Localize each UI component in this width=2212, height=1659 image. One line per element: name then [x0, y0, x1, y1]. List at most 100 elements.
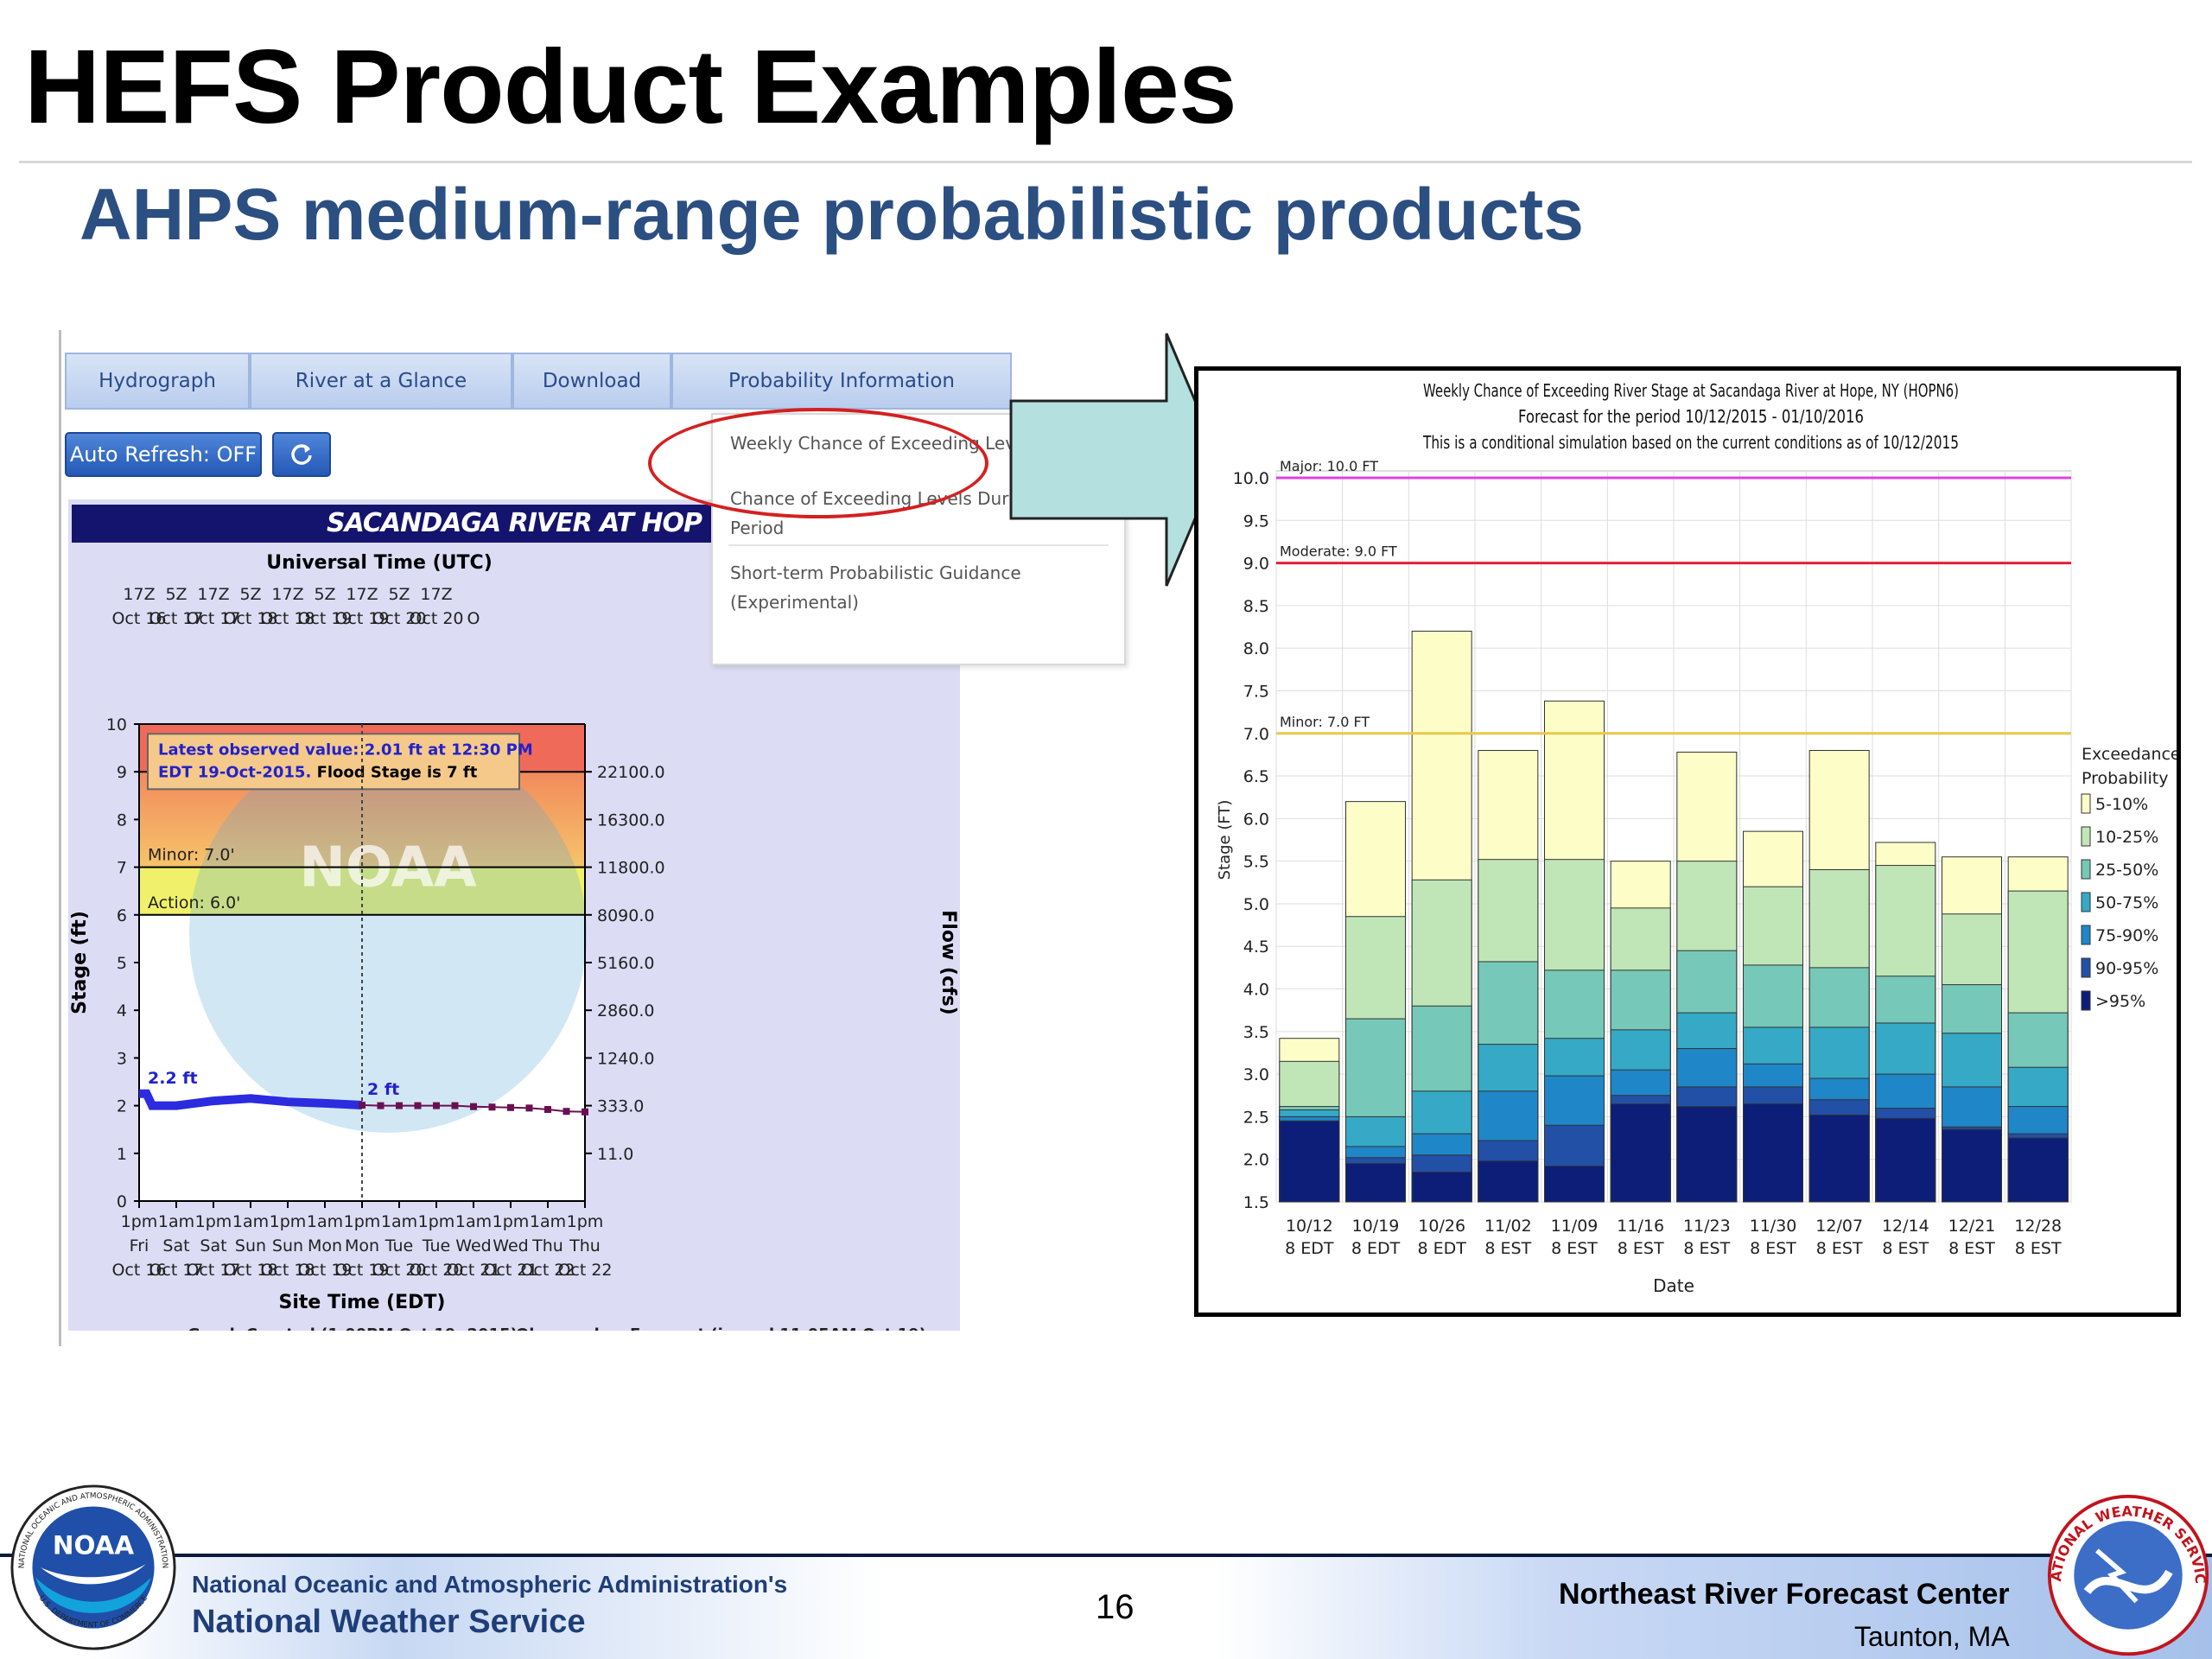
legend-label: 10-25% [2095, 828, 2158, 847]
page-number: 16 [1096, 1588, 1135, 1626]
bottom-axis-title: Site Time (EDT) [279, 1292, 446, 1313]
x-tick-date: 11/16 [1617, 1217, 1664, 1236]
x-tick-weekday: Tue [422, 1236, 450, 1255]
tab-hydrograph[interactable]: Hydrograph [65, 353, 250, 410]
x-tick-zone: 8 EDT [1351, 1239, 1401, 1258]
top-tick-time: 17Z [197, 585, 229, 604]
x-tick-date: Oct 20 [409, 1261, 463, 1280]
footer-center-name: Northeast River Forecast Center [1559, 1578, 2010, 1611]
top-tick-date: Oct 18 [260, 609, 315, 628]
x-tick-time: 1am [307, 1212, 343, 1231]
top-tick-date: Oct 20 [409, 609, 463, 628]
x-tick-zone: 8 EDT [1417, 1239, 1466, 1258]
latest-observed-text-2: EDT 19-Oct-2015. Flood Stage is 7 ft [158, 763, 478, 781]
x-tick-time: 1am [455, 1212, 492, 1231]
bar-segment [1345, 1163, 1406, 1203]
legend-swatch [2081, 925, 2091, 945]
y-tick-label: 3.0 [1243, 1065, 1269, 1084]
top-axis-title: Universal Time (UTC) [266, 552, 493, 574]
exceedance-chart: Weekly Chance of Exceeding River Stage a… [1216, 380, 2177, 1296]
bar-segment [2007, 1137, 2069, 1203]
title-divider [19, 161, 2192, 163]
chart-title: Forecast for the period 10/12/2015 - 01/… [1518, 406, 1864, 427]
x-tick-weekday: Fri [130, 1236, 149, 1255]
x-tick-zone: 8 EST [1551, 1239, 1598, 1258]
y-tick-label: 4.5 [1243, 938, 1269, 957]
noaa-logo-text: NOAA [53, 1530, 135, 1560]
y-tick-label: 6.0 [1243, 810, 1269, 829]
y-tick-label: 0 [117, 1192, 127, 1211]
legend-label: 25-50% [2095, 861, 2158, 880]
flow-tick-label: 11.0 [597, 1145, 633, 1164]
y-tick-label: 2.5 [1243, 1108, 1269, 1127]
x-tick-date: 12/14 [1882, 1217, 1929, 1236]
bar-segment [1875, 1117, 1936, 1203]
slide-subtitle: AHPS medium-range probabilistic products [79, 174, 1584, 255]
bar-segment [1544, 1166, 1605, 1203]
latest-observed-text: Latest observed value: 2.01 ft at 12:30 … [158, 741, 533, 759]
top-tick-time: 5Z [239, 585, 261, 604]
x-tick-time: 1pm [195, 1212, 232, 1231]
legend-label: 90-95% [2095, 959, 2158, 978]
x-tick-time: 1pm [344, 1212, 381, 1231]
tab-probability-information[interactable]: Probability Information [671, 353, 1012, 410]
legend-swatch [2081, 990, 2091, 1011]
top-tick-time: 5Z [314, 585, 335, 604]
noaa-logo: NOAA NATIONAL OCEANIC AND ATMOSPHERIC AD… [10, 1484, 176, 1650]
top-tick-date: Oct 19 [334, 609, 389, 628]
x-tick-zone: 8 EST [1618, 1239, 1664, 1258]
forecast-point [433, 1102, 440, 1109]
legend-title: Probability [2082, 769, 2168, 788]
slide-title: HEFS Product Examples [24, 28, 1237, 145]
x-tick-date: 11/23 [1683, 1217, 1731, 1236]
forecast-point [359, 1102, 365, 1109]
flow-tick-label: 2860.0 [597, 1001, 654, 1020]
chart-title: Weekly Chance of Exceeding River Stage a… [1423, 380, 1959, 401]
noaa-watermark-text: NOAA [299, 836, 477, 900]
current-stage-label: 2 ft [367, 1080, 399, 1099]
chart-title: This is a conditional simulation based o… [1422, 432, 1959, 453]
x-tick-date: 11/09 [1551, 1217, 1599, 1236]
x-tick-date: 12/21 [1948, 1217, 1996, 1236]
y-tick-label: 8.5 [1243, 597, 1269, 616]
x-tick-time: 1pm [418, 1212, 455, 1231]
x-tick-weekday: Sat [162, 1236, 189, 1255]
x-tick-weekday: Wed [493, 1236, 528, 1255]
x-tick-date: 12/07 [1815, 1217, 1863, 1236]
forecast-point [451, 1102, 459, 1109]
top-tick-date: Oct 17 [186, 609, 240, 628]
top-tick-time: 17Z [271, 585, 303, 604]
x-tick-zone: 8 EST [1683, 1239, 1730, 1258]
bar-segment [1478, 1160, 1539, 1203]
x-tick-time: 1am [232, 1212, 269, 1231]
forecast-point [414, 1102, 422, 1109]
y-tick-label: 4 [117, 1001, 127, 1020]
x-tick-zone: 8 EDT [1285, 1239, 1334, 1258]
legend-swatch [2081, 957, 2091, 978]
y-tick-label: 9.0 [1243, 555, 1269, 574]
start-stage-label: 2.2 ft [148, 1069, 198, 1088]
legend-swatch [2081, 892, 2091, 912]
highlight-circle [648, 408, 988, 518]
flow-tick-label: 5160.0 [597, 954, 654, 973]
y-axis-title: Stage (FT) [1216, 800, 1234, 880]
auto-refresh-button[interactable]: Auto Refresh: OFF [65, 432, 262, 477]
x-tick-time: 1am [530, 1212, 566, 1231]
footer-band [0, 1557, 2212, 1659]
y-tick-label: 3.5 [1243, 1023, 1269, 1042]
menu-item-short-term[interactable]: Short-term Probabilistic Guidance (Exper… [730, 563, 1021, 613]
y-tick-label: 2.0 [1243, 1151, 1269, 1170]
x-tick-date: 12/28 [2014, 1217, 2062, 1236]
tab-download[interactable]: Download [512, 353, 671, 410]
top-tick-date: Oct 18 [223, 609, 277, 628]
x-tick-weekday: Wed [455, 1236, 491, 1255]
tab-river-at-a-glance[interactable]: River at a Glance [250, 353, 512, 410]
y-tick-label: 8.0 [1243, 639, 1269, 658]
x-tick-date: Oct 17 [186, 1261, 240, 1280]
refresh-button[interactable] [272, 432, 331, 477]
forecast-point [544, 1106, 551, 1114]
y2-axis-title: Flow (cfs) [938, 910, 959, 1014]
x-tick-zone: 8 EST [1882, 1239, 1929, 1258]
x-tick-time: 1pm [121, 1212, 158, 1231]
x-tick-time: 1pm [567, 1212, 604, 1231]
